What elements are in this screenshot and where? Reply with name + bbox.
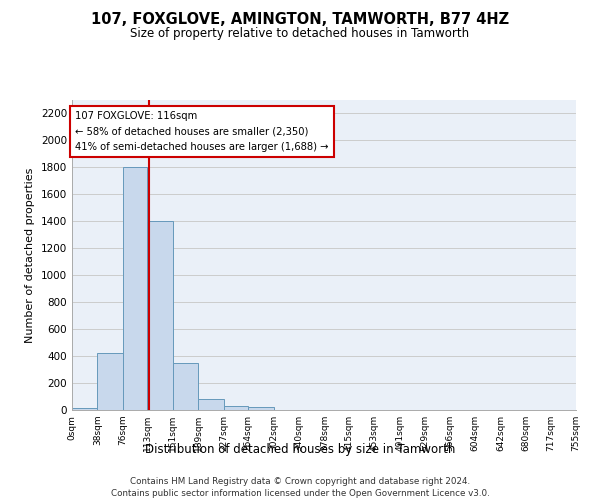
Text: 107 FOXGLOVE: 116sqm
← 58% of detached houses are smaller (2,350)
41% of semi-de: 107 FOXGLOVE: 116sqm ← 58% of detached h… [76, 111, 329, 152]
Bar [224, 406, 248, 410]
Bar [173, 363, 198, 410]
Bar [123, 168, 148, 410]
Y-axis label: Number of detached properties: Number of detached properties [25, 168, 35, 342]
Text: Distribution of detached houses by size in Tamworth: Distribution of detached houses by size … [145, 442, 455, 456]
Bar [72, 408, 97, 410]
Bar [248, 408, 274, 410]
Bar [97, 354, 123, 410]
Bar [198, 399, 224, 410]
Text: 107, FOXGLOVE, AMINGTON, TAMWORTH, B77 4HZ: 107, FOXGLOVE, AMINGTON, TAMWORTH, B77 4… [91, 12, 509, 28]
Text: Contains public sector information licensed under the Open Government Licence v3: Contains public sector information licen… [110, 489, 490, 498]
Text: Size of property relative to detached houses in Tamworth: Size of property relative to detached ho… [130, 28, 470, 40]
Bar [148, 222, 173, 410]
Text: Contains HM Land Registry data © Crown copyright and database right 2024.: Contains HM Land Registry data © Crown c… [130, 478, 470, 486]
